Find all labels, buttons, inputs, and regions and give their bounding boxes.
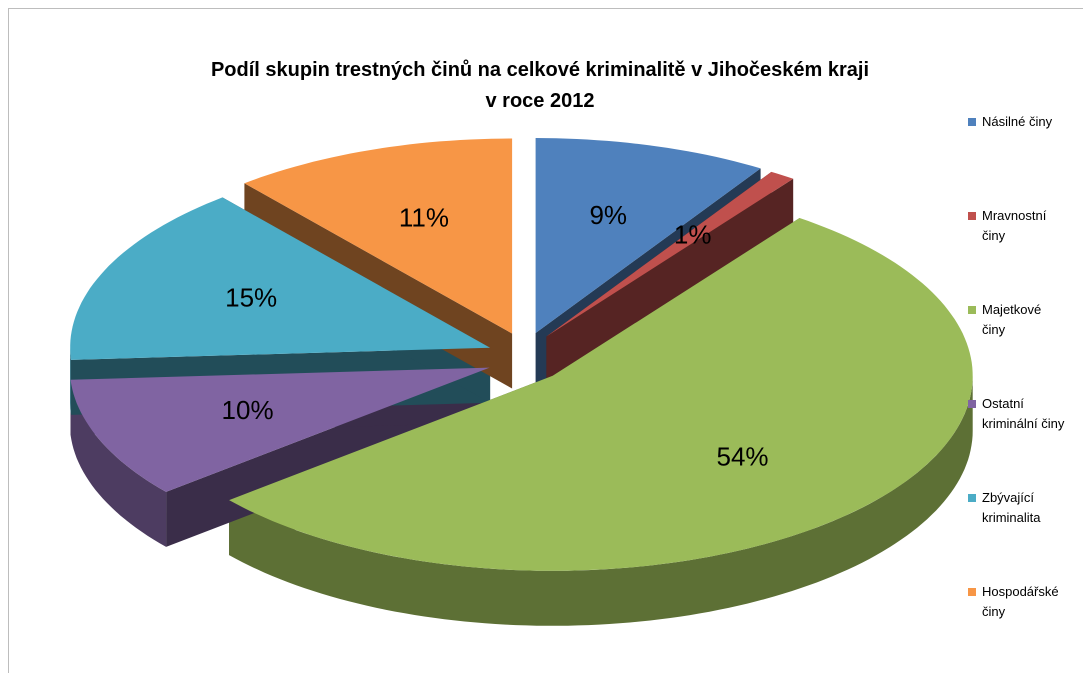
legend-item: Ostatní kriminální činy — [968, 394, 1078, 444]
legend-item: Majetkové činy — [968, 300, 1078, 350]
legend-swatch — [968, 306, 976, 314]
data-label: 15% — [225, 283, 277, 313]
title-line: Podíl skupin trestných činů na celkové k… — [210, 59, 870, 81]
data-label: 11% — [399, 203, 449, 233]
legend-swatch — [968, 494, 976, 502]
slice-wall — [70, 347, 71, 415]
title-line: v roce 2012 — [485, 90, 595, 112]
chart-title: Podíl skupin trestných činů na celkové k… — [100, 55, 980, 117]
legend-item: Hospodářské činy — [968, 582, 1078, 632]
legend-label: Násilné činy — [982, 114, 1053, 129]
legend-swatch — [968, 400, 976, 408]
legend-item: Násilné činy — [968, 112, 1078, 162]
slice-wall — [70, 379, 167, 547]
slice — [244, 138, 513, 334]
data-label: 1% — [674, 219, 712, 249]
data-label: 9% — [589, 200, 627, 230]
legend: Násilné činy Mravnostní činy Majetkové čin… — [968, 112, 1078, 632]
slice — [70, 367, 490, 492]
legend-item: Zbývající kriminalita — [968, 488, 1078, 538]
legend-label: Ostatní kriminální činy — [982, 396, 1065, 431]
slice-face — [546, 178, 794, 392]
legend-label: Zbývající kriminalita — [982, 490, 1041, 525]
slice-wall — [229, 375, 973, 626]
legend-item: Mravnostní činy — [968, 206, 1078, 256]
slice — [229, 218, 973, 571]
legend-swatch — [968, 212, 976, 220]
legend-label: Hospodářské činy — [982, 584, 1059, 619]
legend-label: Mravnostní činy — [982, 208, 1047, 243]
legend-swatch — [968, 588, 976, 596]
data-label: 10% — [222, 395, 274, 425]
data-label: 54% — [717, 441, 769, 471]
slice-tops — [70, 138, 973, 571]
slice — [546, 171, 794, 337]
slice — [535, 138, 761, 333]
legend-label: Majetkové činy — [982, 302, 1042, 337]
chart-frame — [8, 8, 1083, 673]
legend-swatch — [968, 118, 976, 126]
slice — [70, 197, 491, 360]
